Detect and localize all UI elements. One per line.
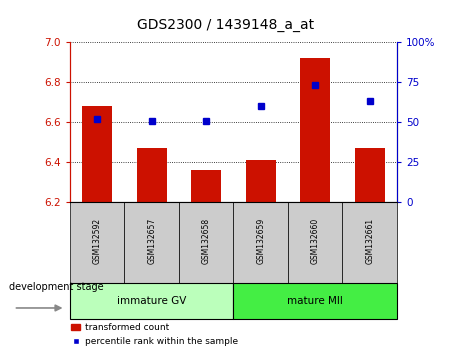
Bar bbox=[234, 283, 397, 319]
Bar bbox=[246, 160, 276, 202]
Bar bbox=[70, 202, 124, 283]
Bar bbox=[82, 106, 112, 202]
Legend: transformed count, percentile rank within the sample: transformed count, percentile rank withi… bbox=[68, 320, 242, 349]
Bar bbox=[288, 202, 342, 283]
Bar bbox=[300, 58, 330, 202]
Text: GSM132661: GSM132661 bbox=[365, 218, 374, 264]
Text: GSM132658: GSM132658 bbox=[202, 218, 211, 264]
Bar bbox=[234, 202, 288, 283]
Text: development stage: development stage bbox=[9, 282, 104, 292]
Text: immature GV: immature GV bbox=[117, 296, 186, 306]
Bar bbox=[137, 148, 166, 202]
Bar bbox=[342, 202, 397, 283]
Text: mature MII: mature MII bbox=[287, 296, 343, 306]
Bar bbox=[354, 148, 385, 202]
Bar bbox=[70, 283, 234, 319]
Text: GDS2300 / 1439148_a_at: GDS2300 / 1439148_a_at bbox=[137, 18, 314, 32]
Text: GSM132592: GSM132592 bbox=[92, 218, 101, 264]
Bar bbox=[179, 202, 234, 283]
Text: GSM132659: GSM132659 bbox=[256, 218, 265, 264]
Text: GSM132657: GSM132657 bbox=[147, 218, 156, 264]
Text: GSM132660: GSM132660 bbox=[311, 218, 320, 264]
Bar bbox=[124, 202, 179, 283]
Bar bbox=[191, 170, 221, 202]
